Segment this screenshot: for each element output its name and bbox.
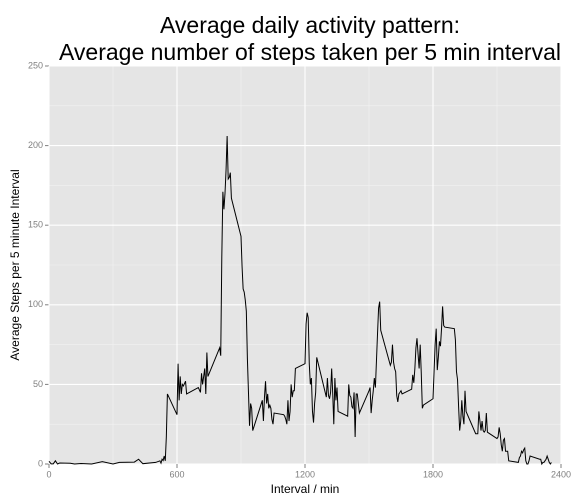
chart-title: Average daily activity pattern: xyxy=(160,12,460,38)
y-tick-label: 150 xyxy=(28,220,43,230)
y-axis-title: Average Steps per 5 minute Interval xyxy=(8,169,22,360)
chart-title: Average number of steps taken per 5 min … xyxy=(59,39,561,65)
x-axis-title: Interval / min xyxy=(271,482,340,496)
y-tick-label: 250 xyxy=(28,60,43,70)
x-tick-label: 1800 xyxy=(423,469,443,479)
data-line xyxy=(48,136,552,466)
y-tick-label: 0 xyxy=(38,458,43,468)
y-tick-label: 100 xyxy=(28,299,43,309)
x-tick-label: 0 xyxy=(46,469,51,479)
x-tick-label: 2400 xyxy=(551,469,571,479)
y-tick-label: 50 xyxy=(33,379,43,389)
y-tick-label: 200 xyxy=(28,140,43,150)
x-tick-label: 1200 xyxy=(295,469,315,479)
x-tick-label: 600 xyxy=(169,469,184,479)
